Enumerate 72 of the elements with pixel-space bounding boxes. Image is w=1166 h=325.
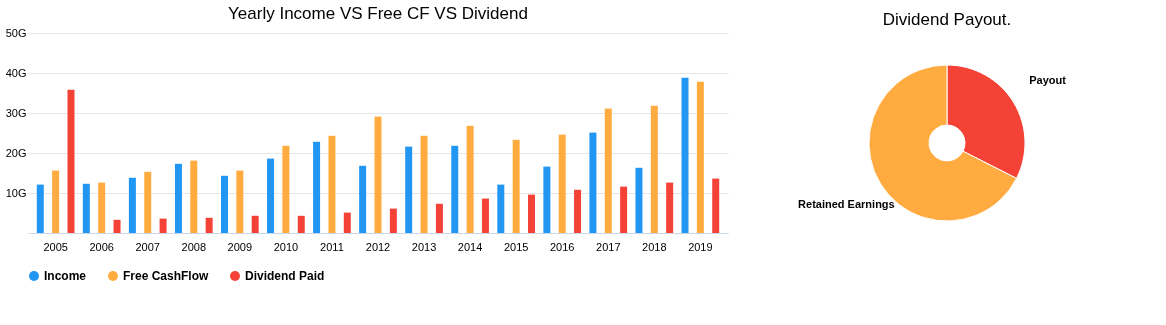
bar	[205, 217, 213, 233]
bar	[36, 184, 44, 233]
bar	[113, 219, 121, 233]
bar	[282, 145, 290, 233]
bar	[297, 215, 305, 233]
bar	[128, 177, 136, 233]
bar	[451, 145, 459, 233]
bar	[343, 212, 351, 233]
x-tick-label: 2010	[273, 240, 299, 253]
bar	[712, 178, 720, 233]
legend-label: Income	[44, 269, 87, 283]
bar	[159, 218, 167, 233]
bar	[558, 134, 566, 233]
bar	[666, 182, 674, 233]
x-tick-label: 2008	[181, 240, 207, 253]
legend-label: Free CashFlow	[123, 269, 210, 283]
bar	[82, 183, 90, 233]
x-tick-label: 2005	[43, 240, 68, 253]
bar	[512, 139, 520, 233]
bar	[190, 160, 198, 233]
x-tick-label: 2014	[457, 240, 483, 253]
slice-label: Retained Earnings	[798, 197, 895, 210]
chart-title: Yearly Income VS Free CF VS Dividend	[228, 4, 528, 23]
x-tick-label: 2017	[596, 240, 621, 253]
x-tick-label: 2009	[227, 240, 253, 253]
bar	[543, 166, 551, 233]
x-tick-label: 2015	[503, 240, 529, 253]
bar	[481, 198, 489, 233]
x-tick-label: 2013	[411, 240, 437, 253]
bar	[620, 186, 628, 233]
bar	[405, 146, 413, 233]
bar	[696, 81, 704, 233]
bar	[635, 167, 643, 233]
bar	[328, 135, 336, 233]
bar	[267, 158, 275, 233]
bar	[144, 171, 152, 233]
slice-label: Payout	[1029, 74, 1067, 87]
bar	[435, 203, 443, 233]
bar	[98, 182, 106, 233]
bar	[174, 163, 182, 233]
bar	[466, 125, 474, 233]
bar	[220, 175, 228, 233]
bar	[389, 208, 397, 233]
bar	[497, 184, 505, 233]
bar	[420, 135, 428, 233]
bar	[589, 132, 597, 233]
chart-title: Dividend Payout.	[882, 10, 1012, 29]
x-tick-label: 2019	[688, 240, 713, 253]
y-tick-label: 40G	[5, 66, 27, 79]
bar	[681, 77, 689, 233]
x-tick-label: 2016	[549, 240, 575, 253]
y-tick-label: 20G	[5, 146, 27, 159]
bar	[251, 215, 259, 233]
bar	[574, 189, 582, 233]
bar	[650, 105, 658, 233]
x-tick-label: 2011	[320, 240, 344, 253]
bar	[359, 165, 367, 233]
bar	[374, 116, 382, 233]
bar	[236, 170, 244, 233]
legend-label: Dividend Paid	[245, 269, 325, 283]
x-tick-label: 2018	[642, 240, 667, 253]
x-tick-label: 2012	[365, 240, 391, 253]
y-tick-label: 50G	[5, 26, 27, 39]
bar	[313, 141, 321, 233]
bar	[52, 170, 60, 233]
x-tick-label: 2006	[89, 240, 114, 253]
bar	[67, 89, 75, 233]
x-tick-label: 2007	[135, 240, 160, 253]
y-tick-label: 10G	[5, 186, 27, 199]
bar	[528, 194, 536, 233]
bar	[604, 108, 612, 233]
y-tick-label: 30G	[5, 106, 27, 119]
